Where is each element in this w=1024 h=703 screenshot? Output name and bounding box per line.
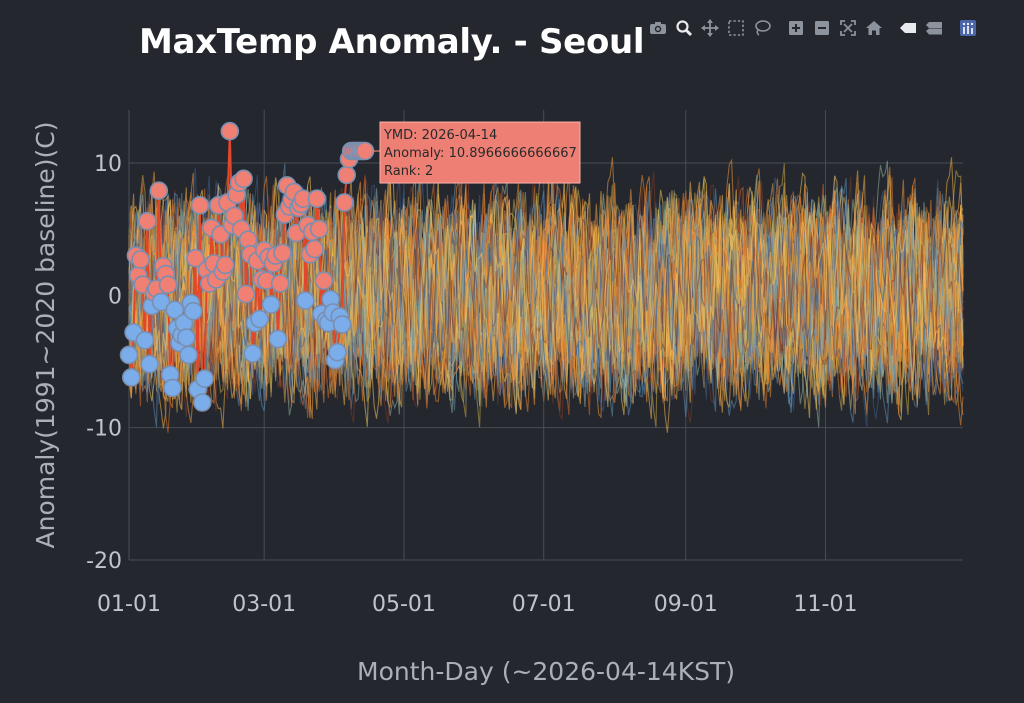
zoom-in-icon[interactable] (783, 16, 809, 40)
x-tick-01-01: 01-01 (97, 592, 161, 617)
highlight-point-04-06[interactable] (337, 165, 357, 185)
zoom-out-icon[interactable] (809, 16, 835, 40)
highlight-point-03-23[interactable] (305, 239, 324, 259)
compare-hover-icon[interactable] (921, 16, 947, 40)
highlight-point-01-02[interactable] (122, 368, 141, 387)
highlight-point-02-02[interactable] (193, 393, 212, 412)
y-axis-title: Anomaly(1991~2020 baseline)(C) (31, 122, 60, 549)
highlight-point-01-29[interactable] (183, 301, 203, 321)
x-tick-09-01: 09-01 (654, 592, 718, 617)
spike-lines-icon[interactable] (895, 16, 921, 40)
plotly-logo-icon[interactable] (955, 16, 981, 40)
hover-tooltip: YMD: 2026-04-14 Anomaly: 10.896666666666… (372, 121, 581, 184)
highlight-point-03-19[interactable] (296, 291, 315, 310)
highlight-point-01-18[interactable] (158, 275, 178, 295)
highlight-series[interactable] (119, 121, 375, 412)
camera-icon[interactable] (645, 16, 671, 40)
modebar-toolbar (645, 16, 981, 40)
highlight-point-01-20[interactable] (163, 378, 182, 398)
tooltip-rank: Rank: 2 (384, 164, 433, 179)
y-tick--10: -10 (86, 417, 122, 442)
tooltip-anomaly: Anomaly: 10.8966666666667 (384, 146, 577, 161)
tooltip-ymd: YMD: 2026-04-14 (383, 128, 497, 143)
reset-axes-icon[interactable] (861, 16, 887, 40)
y-tick-0: 0 (108, 284, 122, 309)
highlight-point-01-30[interactable] (186, 248, 205, 268)
y-tick--20: -20 (86, 549, 122, 574)
pan-icon[interactable] (697, 16, 723, 40)
x-tick-05-01: 05-01 (372, 592, 436, 617)
highlight-point-02-27[interactable] (250, 309, 269, 329)
highlight-point-01-10[interactable] (140, 354, 159, 374)
highlight-point-03-25[interactable] (309, 219, 329, 239)
highlight-point-03-27[interactable] (314, 271, 334, 291)
box-select-icon[interactable] (723, 16, 749, 40)
lasso-icon[interactable] (749, 16, 775, 40)
highlight-point-02-21[interactable] (236, 284, 256, 304)
highlight-point-01-26[interactable] (177, 328, 196, 347)
highlight-point-01-14[interactable] (149, 181, 169, 200)
axes: 01-01 03-01 05-01 07-01 09-01 11-01 10 0 -10 -20 (86, 152, 857, 617)
highlight-point-03-24[interactable] (307, 189, 327, 208)
highlight-point-04-14[interactable] (355, 141, 375, 161)
highlight-point-04-04[interactable] (332, 315, 352, 334)
highlight-point-01-06[interactable] (131, 250, 150, 269)
highlight-point-03-04[interactable] (261, 295, 281, 314)
y-tick-10: 10 (94, 152, 122, 177)
highlight-point-03-09[interactable] (273, 243, 292, 263)
highlight-point-01-09[interactable] (138, 211, 157, 231)
highlight-point-02-12[interactable] (215, 255, 235, 275)
highlight-point-01-21[interactable] (165, 300, 185, 320)
background-series-line (128, 176, 964, 410)
highlight-point-01-08[interactable] (135, 330, 155, 350)
highlight-point-02-24[interactable] (243, 344, 262, 363)
highlight-point-04-05[interactable] (335, 193, 354, 212)
x-axis-title: Month-Day (~2026-04-14KST) (357, 657, 735, 686)
x-tick-07-01: 07-01 (512, 592, 576, 617)
highlight-point-01-27[interactable] (179, 345, 198, 365)
highlight-point-02-01[interactable] (190, 196, 210, 215)
highlight-point-03-08[interactable] (270, 274, 290, 293)
highlight-point-02-20[interactable] (234, 169, 253, 189)
chart-title: MaxTemp Anomaly. - Seoul (139, 22, 645, 62)
highlight-point-03-07[interactable] (268, 329, 288, 349)
highlight-point-02-03[interactable] (195, 369, 214, 389)
autoscale-icon[interactable] (835, 16, 861, 40)
tooltip-box (379, 121, 581, 184)
x-tick-03-01: 03-01 (232, 592, 296, 617)
x-tick-11-01: 11-01 (794, 592, 858, 617)
highlight-point-01-15[interactable] (151, 292, 171, 312)
zoom-icon[interactable] (671, 16, 697, 40)
highlight-point-02-14[interactable] (220, 121, 240, 141)
highlight-point-04-02[interactable] (328, 342, 347, 362)
highlight-point-01-01[interactable] (119, 345, 139, 365)
